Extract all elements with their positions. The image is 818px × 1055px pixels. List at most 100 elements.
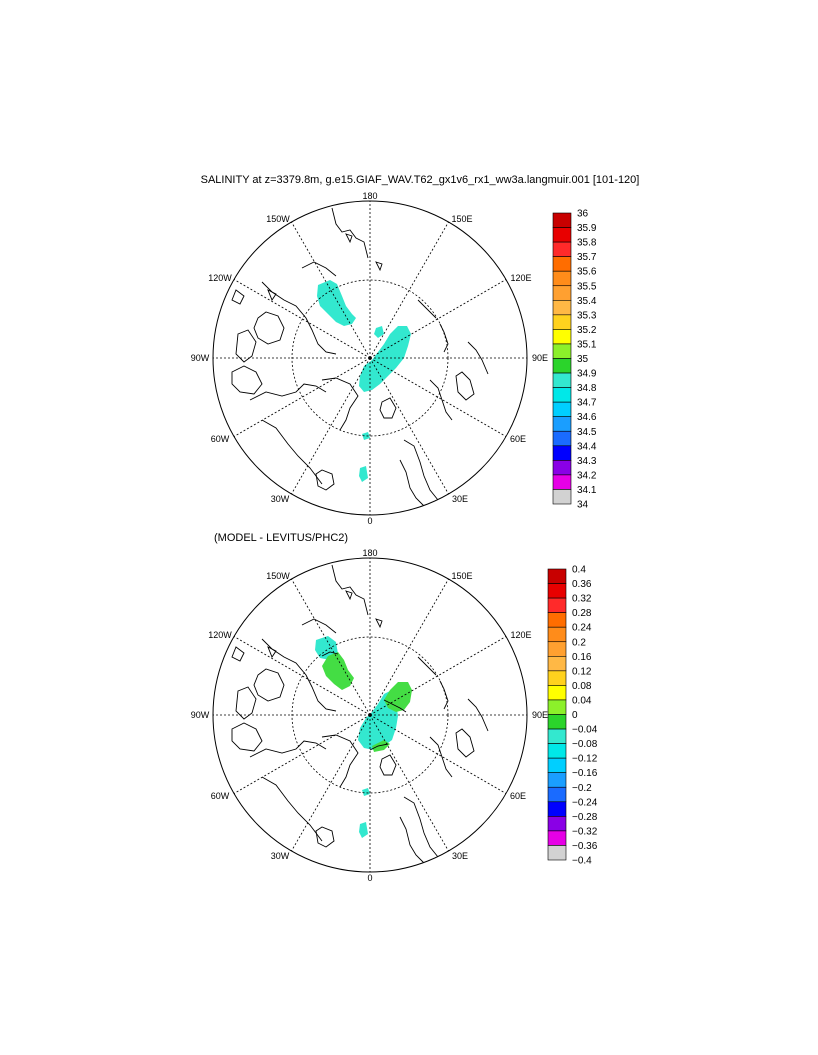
scale-swatch xyxy=(547,612,567,628)
label-60w: 60W xyxy=(211,791,230,801)
scale-swatch xyxy=(547,626,567,643)
scale-label: −0.08 xyxy=(572,739,598,750)
label-30e: 30E xyxy=(452,851,468,861)
difference-patch-barents-green xyxy=(372,740,390,752)
scale-swatch xyxy=(547,568,567,584)
meridian-lines xyxy=(213,201,527,515)
label-180: 180 xyxy=(362,191,377,201)
scale-swatch xyxy=(547,641,567,657)
salinity-patch-beaufort xyxy=(317,280,356,326)
scale-label: −0.4 xyxy=(572,856,592,867)
salinity-patch-center xyxy=(374,326,384,338)
scale-label: 34.8 xyxy=(577,383,597,394)
scale-label: −0.16 xyxy=(572,768,598,779)
scale-label: 0.08 xyxy=(572,681,592,692)
scale-label: −0.28 xyxy=(572,812,598,823)
label-30e: 30E xyxy=(452,494,468,504)
scale-label: 35.9 xyxy=(577,223,597,234)
scale-swatch xyxy=(552,212,572,228)
scale-swatch xyxy=(547,743,567,759)
scale-label: 35.7 xyxy=(577,252,597,263)
label-90w: 90W xyxy=(191,710,210,720)
label-30w: 30W xyxy=(271,851,290,861)
meridian-line xyxy=(233,714,371,794)
label-60e: 60E xyxy=(510,434,526,444)
scale-swatch xyxy=(547,757,567,774)
scale-swatch xyxy=(552,343,572,359)
scale-label: 34.6 xyxy=(577,412,597,423)
label-90w: 90W xyxy=(191,353,210,363)
meridian-line xyxy=(369,279,507,359)
scale-label: 34.4 xyxy=(577,441,597,452)
coastlines xyxy=(231,564,489,864)
scale-swatch xyxy=(547,655,567,672)
meridian-line xyxy=(369,357,449,495)
salinity-color-scale: 36 35.9 35.8 35.7 35.6 35.5 35.4 35.3 35.2 35.1 35… xyxy=(552,209,597,511)
meridian-line xyxy=(369,714,449,852)
difference-patch-beaufort-cyan xyxy=(315,636,338,660)
scale-swatch xyxy=(552,358,572,374)
scale-label: 34.9 xyxy=(577,369,597,380)
salinity-patch-atlantic-1 xyxy=(362,432,370,440)
label-150e: 150E xyxy=(451,214,472,224)
difference-patch-atlantic-2 xyxy=(359,822,368,838)
label-120e: 120E xyxy=(510,630,531,640)
map-boundary xyxy=(212,557,528,873)
difference-title: (MODEL - LEVITUS/PHC2) xyxy=(214,532,348,544)
difference-color-scale: 0.4 0.36 0.32 0.28 0.24 0.2 0.16 0.12 0.08 0.04 0 −… xyxy=(547,565,598,867)
label-60e: 60E xyxy=(510,791,526,801)
scale-label: 35.8 xyxy=(577,238,597,249)
label-90e: 90E xyxy=(532,710,548,720)
difference-patch-beaufort-green xyxy=(322,652,354,690)
map-boundary xyxy=(212,200,528,516)
scale-label: 0.16 xyxy=(572,652,592,663)
scale-swatch xyxy=(552,372,572,388)
scale-label: −0.24 xyxy=(572,797,598,808)
scale-swatch xyxy=(547,714,567,730)
scale-label: 0.2 xyxy=(572,637,586,648)
scale-label: 35.3 xyxy=(577,310,597,321)
label-120e: 120E xyxy=(510,273,531,283)
scale-swatch xyxy=(552,474,572,490)
label-0: 0 xyxy=(367,516,372,526)
scale-label: −0.2 xyxy=(572,783,592,794)
scale-label: −0.32 xyxy=(572,826,598,837)
scale-swatch xyxy=(552,285,572,301)
scale-label: 35.1 xyxy=(577,339,597,350)
scale-swatch xyxy=(547,583,567,599)
label-150w: 150W xyxy=(266,214,290,224)
scale-swatch xyxy=(552,314,572,330)
scale-label: 35 xyxy=(577,354,589,365)
label-150e: 150E xyxy=(451,571,472,581)
meridian-lines xyxy=(213,558,527,872)
label-60w: 60W xyxy=(211,434,230,444)
scale-swatch xyxy=(547,670,567,686)
scale-label: 35.6 xyxy=(577,267,597,278)
label-120w: 120W xyxy=(208,273,232,283)
coastlines xyxy=(231,207,489,507)
label-30w: 30W xyxy=(271,494,290,504)
scale-label: 34 xyxy=(577,500,589,511)
scale-label: 34.2 xyxy=(577,470,597,481)
figure-title: SALINITY at z=3379.8m, g.e15.GIAF_WAV.T6… xyxy=(201,174,640,186)
scale-label: −0.36 xyxy=(572,841,598,852)
scale-label: 0.24 xyxy=(572,623,592,634)
scale-swatch xyxy=(547,830,567,846)
scale-label: 34.7 xyxy=(577,398,597,409)
salinity-map: 180 0 150W 150E 120W 120E 90W 90E 60W 60… xyxy=(191,191,548,526)
scale-swatch xyxy=(547,801,567,817)
label-120w: 120W xyxy=(208,630,232,640)
scale-label: 0.12 xyxy=(572,666,592,677)
scale-label: 0.28 xyxy=(572,608,592,619)
scale-swatch xyxy=(552,430,572,447)
longitude-labels: 180 0 150W 150E 120W 120E 90W 90E 60W 60… xyxy=(191,548,548,883)
scale-label: 0.32 xyxy=(572,594,592,605)
meridian-line xyxy=(233,357,371,437)
scale-swatch xyxy=(552,270,572,287)
scale-swatch xyxy=(552,489,572,505)
difference-map: 180 0 150W 150E 120W 120E 90W 90E 60W 60… xyxy=(191,548,548,883)
zero-contours xyxy=(321,651,407,751)
label-0: 0 xyxy=(367,873,372,883)
scale-swatch xyxy=(547,816,567,832)
